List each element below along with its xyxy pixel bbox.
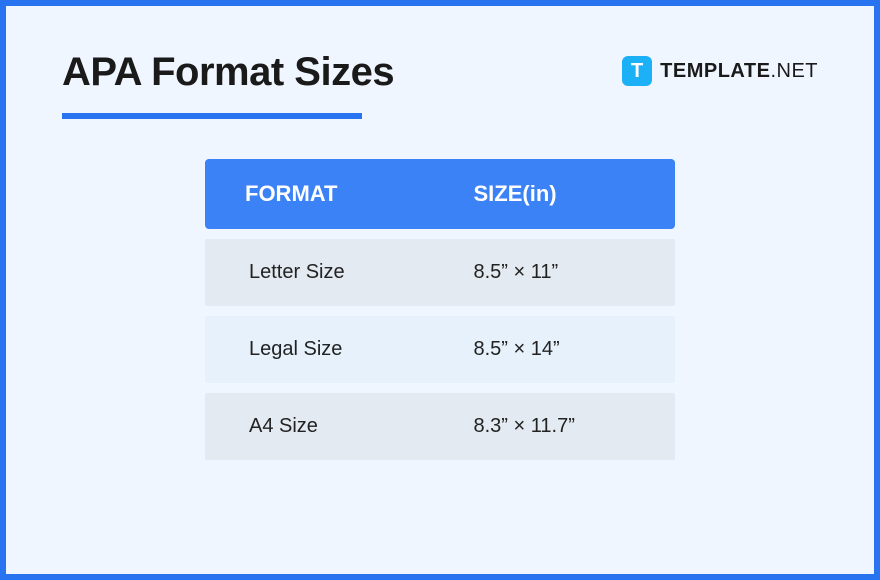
cell-format: A4 Size — [205, 415, 464, 438]
table-row: A4 Size 8.3” × 11.7” — [205, 393, 675, 460]
col-header-format: FORMAT — [205, 181, 464, 207]
col-header-size: SIZE(in) — [464, 181, 676, 207]
brand-name: TEMPLATE — [660, 60, 770, 82]
table-row: Letter Size 8.5” × 11” — [205, 239, 675, 306]
brand-suffix: .NET — [770, 60, 818, 82]
brand-text: TEMPLATE.NET — [660, 60, 818, 83]
cell-format: Letter Size — [205, 261, 464, 284]
table-container: FORMAT SIZE(in) Letter Size 8.5” × 11” L… — [62, 159, 818, 460]
infographic-frame: APA Format Sizes T TEMPLATE.NET FORMAT S… — [0, 0, 880, 580]
table-row: Legal Size 8.5” × 14” — [205, 316, 675, 383]
size-table: FORMAT SIZE(in) Letter Size 8.5” × 11” L… — [205, 159, 675, 460]
title-underline — [62, 113, 362, 119]
title-block: APA Format Sizes — [62, 50, 394, 119]
table-header: FORMAT SIZE(in) — [205, 159, 675, 229]
brand-icon: T — [622, 56, 652, 86]
cell-size: 8.5” × 14” — [464, 338, 676, 361]
cell-size: 8.5” × 11” — [464, 261, 676, 284]
cell-format: Legal Size — [205, 338, 464, 361]
header: APA Format Sizes T TEMPLATE.NET — [62, 50, 818, 119]
brand-logo: T TEMPLATE.NET — [622, 56, 818, 86]
page-title: APA Format Sizes — [62, 50, 394, 95]
cell-size: 8.3” × 11.7” — [464, 415, 676, 438]
